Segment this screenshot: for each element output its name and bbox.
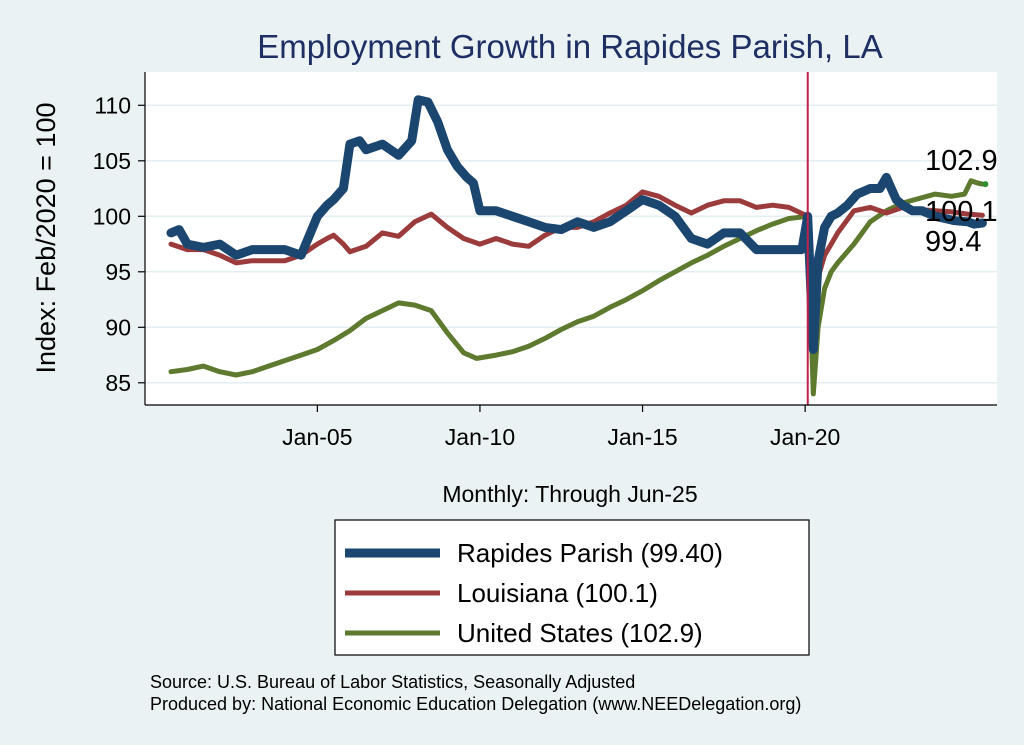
- x-tick-label-2015: Jan-15: [607, 424, 677, 450]
- series-line-rapides-parish: [166, 95, 987, 354]
- end-label-rapides-parish: 99.4: [925, 226, 981, 258]
- y-axis-label: Index: Feb/2020 = 100: [31, 103, 61, 374]
- legend-label-rapides-parish: Rapides Parish (99.40): [457, 538, 723, 568]
- series-lines: [166, 95, 989, 397]
- y-axis-ticks: 85 90 95 100 105 110: [93, 92, 145, 396]
- y-tick-label-105: 105: [93, 148, 131, 174]
- grid-lines: [145, 104, 997, 384]
- y-tick-label-85: 85: [105, 370, 131, 396]
- legend-entries: Rapides Parish (99.40) Louisiana (100.1) U…: [345, 538, 723, 648]
- x-axis-ticks: Jan-05 Jan-10 Jan-15 Jan-20: [282, 405, 840, 450]
- producer-line: Produced by: National Economic Education…: [150, 694, 801, 714]
- series-line-united-states: [168, 178, 985, 397]
- series-end-marker-united-states: [982, 181, 989, 188]
- legend-label-united-states: United States (102.9): [457, 618, 703, 648]
- y-tick-label-100: 100: [93, 203, 131, 229]
- end-value-labels: 102.9 100.199.4: [925, 145, 998, 258]
- y-tick-label-110: 110: [94, 92, 131, 118]
- x-axis-label: Monthly: Through Jun-25: [442, 481, 697, 507]
- x-tick-label-2005: Jan-05: [282, 424, 352, 450]
- y-tick-label-95: 95: [105, 259, 131, 285]
- legend-label-louisiana: Louisiana (100.1): [457, 578, 658, 608]
- plot-area: [145, 72, 997, 405]
- source-line: Source: U.S. Bureau of Labor Statistics,…: [150, 672, 635, 692]
- x-tick-label-2010: Jan-10: [445, 424, 515, 450]
- end-label-louisiana: 100.1: [925, 196, 998, 228]
- y-tick-label-90: 90: [105, 314, 131, 340]
- end-label-united-states: 102.9: [925, 145, 998, 177]
- chart-title: Employment Growth in Rapides Parish, LA: [257, 28, 882, 65]
- x-tick-label-2020: Jan-20: [770, 424, 840, 450]
